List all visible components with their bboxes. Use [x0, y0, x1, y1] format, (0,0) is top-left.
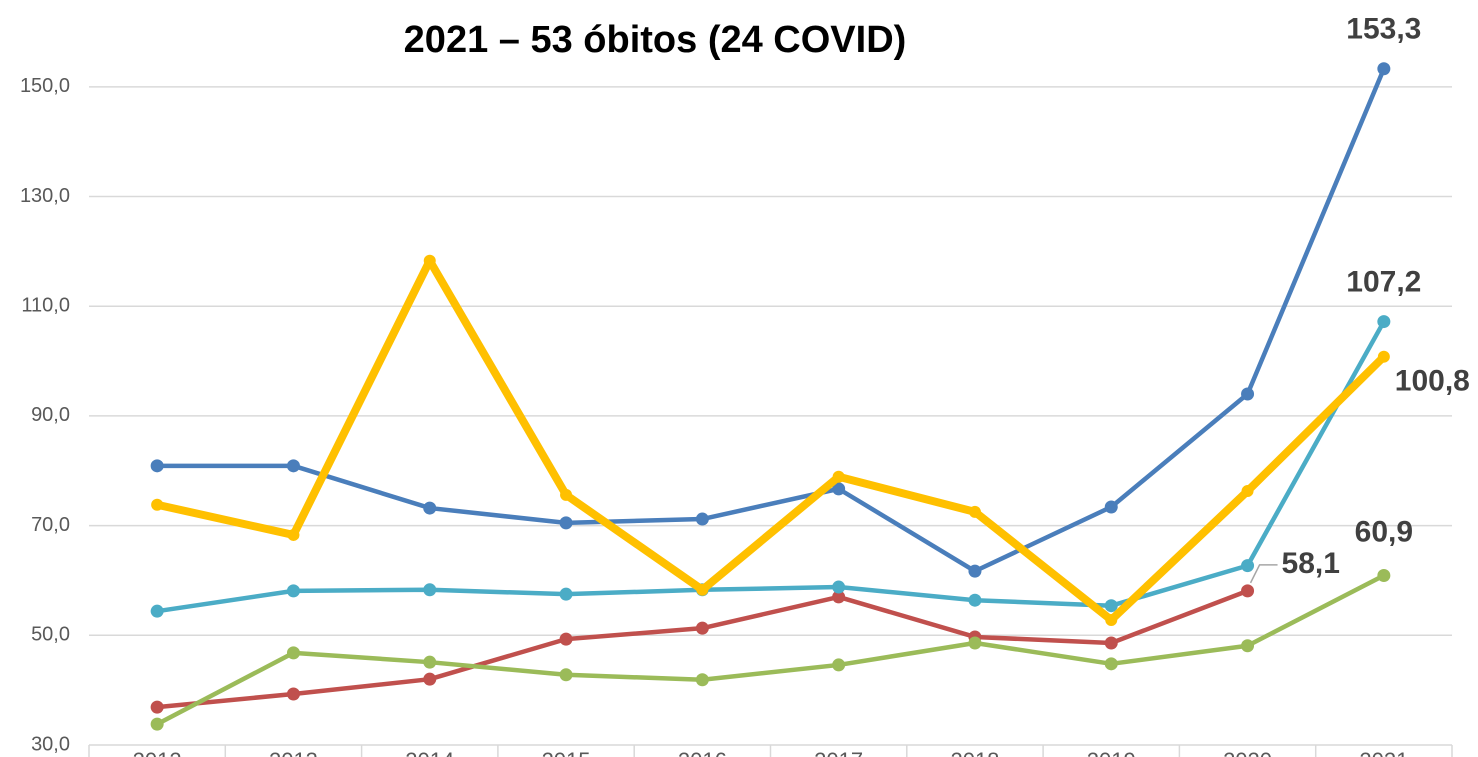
x-tick-label: 2018 — [950, 748, 999, 757]
point — [151, 498, 164, 511]
chart-title: 2021 – 53 óbitos (24 COVID) — [404, 19, 907, 61]
point — [150, 717, 164, 731]
point — [696, 583, 709, 596]
x-tick-label: 2014 — [405, 748, 454, 757]
point — [968, 636, 982, 650]
leader-line — [1249, 564, 1278, 584]
y-tick-label: 90,0 — [31, 404, 70, 426]
point — [1104, 599, 1118, 613]
point — [423, 254, 436, 267]
y-tick-label: 70,0 — [31, 514, 70, 536]
point — [968, 505, 981, 518]
y-tick-label: 110,0 — [21, 295, 70, 317]
y-tick-label: 30,0 — [31, 733, 70, 755]
point — [286, 459, 300, 473]
data-label: 100,8 — [1395, 365, 1470, 398]
y-tick-label: 50,0 — [31, 624, 70, 646]
x-tick-label: 2017 — [814, 748, 863, 757]
point — [286, 687, 300, 701]
point — [1241, 559, 1255, 573]
x-tick-label: 2016 — [678, 748, 727, 757]
point — [560, 488, 573, 501]
point — [968, 564, 982, 578]
point — [423, 655, 437, 669]
x-tick-label: 2015 — [542, 748, 591, 757]
point — [286, 584, 300, 598]
point — [559, 668, 573, 682]
y-tick-label: 130,0 — [20, 185, 70, 207]
point — [286, 646, 300, 660]
x-tick-label: 2012 — [133, 748, 182, 757]
point — [423, 583, 437, 597]
point — [1104, 500, 1118, 514]
point — [1105, 613, 1118, 626]
point — [1241, 485, 1254, 498]
series-line — [156, 320, 1386, 614]
point — [832, 580, 846, 594]
point — [695, 621, 709, 635]
point — [559, 516, 573, 530]
point — [832, 470, 845, 483]
series-line — [156, 588, 1249, 710]
point — [1104, 657, 1118, 671]
point — [1377, 315, 1391, 329]
point — [1377, 350, 1390, 363]
x-tick-label: 2019 — [1087, 748, 1136, 757]
point — [423, 501, 437, 515]
point — [1377, 569, 1391, 583]
series-line — [156, 256, 1387, 624]
point — [832, 482, 846, 496]
point — [695, 512, 709, 526]
x-tick-label: 2020 — [1223, 748, 1272, 757]
point — [559, 587, 573, 601]
series-line — [157, 67, 1386, 574]
x-tick-label: 2021 — [1359, 748, 1408, 757]
point — [832, 658, 846, 672]
point — [150, 700, 164, 714]
point — [1241, 387, 1255, 401]
point — [150, 459, 164, 473]
data-label: 107,2 — [1346, 266, 1421, 299]
data-label: 60,9 — [1355, 515, 1413, 548]
point — [1377, 62, 1391, 76]
point — [150, 604, 164, 618]
series-line — [156, 573, 1385, 727]
x-tick-label: 2013 — [269, 748, 318, 757]
point — [287, 528, 300, 541]
point — [695, 673, 709, 687]
y-tick-label: 150,0 — [20, 75, 70, 97]
point — [1241, 584, 1255, 598]
point — [423, 672, 437, 686]
point — [1241, 639, 1255, 653]
data-label: 58,1 — [1282, 547, 1340, 580]
point — [1104, 636, 1118, 650]
data-label: 153,3 — [1346, 13, 1421, 46]
point — [968, 593, 982, 607]
point — [559, 632, 573, 646]
point — [832, 590, 846, 604]
